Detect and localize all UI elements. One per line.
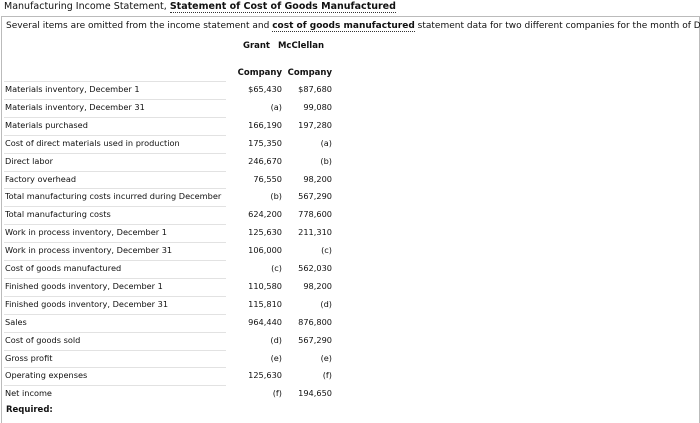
row-separator <box>4 152 226 154</box>
row-label: Finished goods inventory, December 1 <box>5 280 163 291</box>
row-label: Cost of goods sold <box>5 334 81 345</box>
cell-value: 876,800 <box>298 316 332 327</box>
header-prefix: Manufacturing Income Statement, <box>4 1 167 12</box>
intro: Several items are omitted from the incom… <box>6 21 700 32</box>
row-separator <box>4 81 226 82</box>
header-link[interactable]: Statement of Cost of Goods Manufactured <box>169 1 396 13</box>
row-separator <box>4 349 226 351</box>
cell-value: 567,290 <box>298 334 332 345</box>
row-label: Materials inventory, December 1 <box>5 84 140 94</box>
column-header: Company <box>287 68 332 78</box>
row-label: Materials inventory, December 31 <box>5 101 145 112</box>
row-label: Cost of direct materials used in product… <box>5 137 180 148</box>
cell-value: (b) <box>320 155 332 166</box>
cell-value: $87,680 <box>298 84 332 94</box>
row-separator <box>4 224 226 226</box>
row-separator <box>4 277 226 279</box>
cell-value: 76,550 <box>253 173 282 184</box>
cell-value: $65,430 <box>248 84 282 94</box>
cell-value: (c) <box>321 245 332 256</box>
row-label: Total manufacturing costs <box>5 209 111 220</box>
row-separator <box>4 295 226 297</box>
cell-value: (c) <box>271 263 282 273</box>
cell-value: 106,000 <box>248 245 282 256</box>
row-label: Factory overhead <box>5 173 77 184</box>
row-separator <box>4 98 226 100</box>
column-header: McClellan <box>277 41 324 51</box>
cell-value: 246,670 <box>248 155 282 166</box>
cell-value: 98,200 <box>303 280 332 291</box>
row-separator <box>4 206 226 208</box>
intro-link[interactable]: cost of goods manufactured <box>272 21 415 32</box>
cell-value: (d) <box>320 298 332 309</box>
cell-value: 175,350 <box>248 137 282 148</box>
row-separator <box>4 367 226 369</box>
cell-value: (d) <box>270 334 282 345</box>
cell-value: 562,030 <box>298 263 332 273</box>
cell-value: 624,200 <box>248 209 282 220</box>
intro-after: statement data for two different compani… <box>417 21 700 31</box>
cell-value: 197,280 <box>298 119 332 130</box>
row-separator <box>4 385 226 387</box>
cell-value: (a) <box>320 137 332 148</box>
required-label: Required: <box>6 405 53 416</box>
row-label: Sales <box>5 316 27 327</box>
row-label: Work in process inventory, December 31 <box>5 245 173 256</box>
header: Manufacturing Income Statement, Statemen… <box>4 1 396 13</box>
cell-value: 964,440 <box>248 316 282 327</box>
row-separator <box>4 188 226 190</box>
cell-value: (b) <box>270 191 282 202</box>
row-label: Materials purchased <box>5 119 88 130</box>
row-separator <box>4 242 226 244</box>
cell-value: (f) <box>322 370 332 381</box>
row-label: Work in process inventory, December 1 <box>5 227 167 238</box>
intro-before: Several items are omitted from the incom… <box>6 21 270 31</box>
cell-value: 125,630 <box>248 370 282 381</box>
cell-value: 98,200 <box>303 173 332 184</box>
column-header: Company <box>237 68 282 78</box>
row-label: Operating expenses <box>5 370 88 381</box>
cell-value: (e) <box>270 352 282 363</box>
cell-value: 99,080 <box>303 101 332 112</box>
cell-value: (e) <box>320 352 332 363</box>
cell-value: 194,650 <box>298 388 332 399</box>
row-separator <box>4 331 226 333</box>
row-label: Direct labor <box>5 155 53 166</box>
cell-value: (f) <box>272 388 282 399</box>
cell-value: 211,310 <box>298 227 332 238</box>
row-label: Finished goods inventory, December 31 <box>5 298 169 309</box>
cell-value: 115,810 <box>248 298 282 309</box>
row-separator <box>4 116 226 118</box>
cell-value: 125,630 <box>248 227 282 238</box>
row-separator <box>4 170 226 172</box>
cell-value: 567,290 <box>298 191 332 202</box>
row-separator <box>4 134 226 136</box>
cell-value: 166,190 <box>248 119 282 130</box>
row-label: Cost of goods manufactured <box>5 263 122 273</box>
cell-value: 110,580 <box>248 280 282 291</box>
content-box: Several items are omitted from the incom… <box>1 16 700 423</box>
row-label: Total manufacturing costs incurred durin… <box>5 191 222 202</box>
row-separator <box>4 260 226 261</box>
cell-value: (a) <box>270 101 282 112</box>
row-label: Gross profit <box>5 352 53 363</box>
row-label: Net income <box>5 388 52 399</box>
cell-value: 778,600 <box>298 209 332 220</box>
column-header: Grant <box>242 41 270 51</box>
row-separator <box>4 313 226 315</box>
